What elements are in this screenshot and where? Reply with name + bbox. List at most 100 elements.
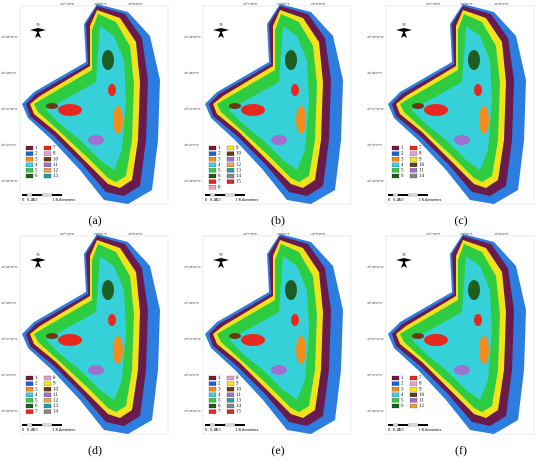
legend-label: 6: [401, 174, 404, 179]
scale-label: 0: [388, 427, 391, 432]
map: [385, 3, 535, 205]
legend-swatch: [226, 157, 235, 162]
scale-label: 0.25: [393, 197, 402, 202]
legend-swatch: [409, 375, 418, 381]
map-panel: N 20°7'30"E 20°8'0"E 20°8'30"E 45°48'30"N 45°…: [1, 232, 169, 457]
legend-label: 15: [236, 410, 242, 415]
legend-swatch: [208, 168, 217, 173]
legend-label: 11: [419, 169, 424, 174]
legend-swatch: [391, 403, 400, 409]
legend-swatch: [391, 173, 400, 179]
legend-label: 3: [401, 157, 404, 162]
legend-swatch: [226, 375, 235, 381]
map: [19, 3, 169, 205]
legend-swatch: [226, 151, 235, 156]
legend-label: 10: [53, 157, 59, 162]
legend-label: 3: [35, 157, 38, 162]
lat-label: 45°47'30"N: [1, 337, 18, 341]
legend-swatch: [43, 403, 52, 409]
legend-swatch: [226, 173, 235, 179]
lat-label: 45°46'30"N: [367, 409, 384, 413]
legend-swatch: [391, 162, 400, 167]
legend-swatch: [409, 398, 418, 403]
map: [202, 3, 352, 205]
legend-swatch: [226, 398, 235, 403]
legend-swatch: [25, 392, 34, 397]
lat-label: 45°47'0"N: [1, 143, 16, 147]
lat-label: 45°48'0"N: [184, 71, 199, 75]
legend-label: 9: [53, 382, 56, 387]
lat-label: 45°48'0"N: [367, 71, 382, 75]
legend-swatch: [25, 151, 34, 156]
legend-label: 11: [53, 393, 58, 398]
legend-swatch: [208, 409, 217, 414]
legend-label: 3: [35, 387, 38, 392]
panel-label: (b): [271, 213, 285, 227]
legend-swatch: [25, 162, 34, 167]
legend-label: 5: [218, 169, 221, 174]
legend-swatch: [409, 145, 418, 151]
legend-label: 9: [419, 387, 422, 392]
lat-label: 45°48'30"N: [184, 265, 201, 269]
lat-label: 45°48'30"N: [1, 265, 18, 269]
legend-label: 14: [419, 174, 425, 179]
legend-swatch: [409, 403, 418, 409]
legend-label: 1: [218, 146, 221, 151]
legend-swatch: [43, 168, 52, 173]
lat-label: 45°46'30"N: [1, 179, 18, 183]
legend-label: 13: [236, 399, 242, 404]
legend-label: 13: [53, 404, 59, 409]
legend-label: 2: [218, 382, 221, 387]
legend-label: 7: [218, 410, 221, 415]
legend-label: 6: [401, 404, 404, 409]
legend-label: 8: [218, 185, 221, 190]
legend-swatch: [409, 151, 418, 156]
map-panel: N 20°7'30"E 20°8'0"E 20°8'30"E 45°48'30"N 45°…: [367, 2, 535, 227]
scale-label: 1 Kilometers: [52, 197, 76, 202]
legend-label: 13: [236, 169, 242, 174]
legend-swatch: [226, 162, 235, 167]
lon-label: 20°8'30"E: [311, 232, 325, 236]
legend-label: 5: [35, 169, 38, 174]
legend-label: 1: [401, 146, 404, 151]
legend-label: 9: [236, 146, 239, 151]
legend-swatch: [226, 387, 235, 392]
legend-swatch: [391, 151, 400, 156]
scale-label: 1 Kilometers: [235, 197, 259, 202]
lat-label: 45°46'30"N: [367, 179, 384, 183]
lat-label: 45°48'30"N: [184, 35, 201, 39]
legend-swatch: [208, 162, 217, 167]
legend-swatch: [43, 157, 52, 162]
legend-swatch: [25, 409, 34, 414]
legend-swatch: [391, 392, 400, 397]
scale-label: 0.5: [32, 197, 38, 202]
lat-label: 45°48'0"N: [1, 71, 16, 75]
lat-label: 45°47'0"N: [1, 373, 16, 377]
legend-swatch: [43, 145, 52, 151]
legend-swatch: [43, 381, 52, 386]
lat-label: 45°47'0"N: [184, 373, 199, 377]
legend-swatch: [25, 375, 34, 381]
scale-label: 0.25: [27, 197, 36, 202]
scale-label: 1 Kilometers: [52, 427, 76, 432]
legend-label: 2: [401, 152, 404, 157]
legend-swatch: [208, 151, 217, 156]
map: [202, 233, 352, 435]
legend-label: 8: [236, 376, 239, 381]
lon-label: 20°8'30"E: [311, 2, 325, 6]
scale-label: 0: [388, 197, 391, 202]
lon-label: 20°8'0"E: [460, 232, 473, 236]
lat-label: 45°48'30"N: [1, 35, 18, 39]
lon-label: 20°7'30"E: [243, 232, 257, 236]
map-panel: N 20°7'30"E 20°8'0"E 20°8'30"E 45°48'30"N 45°…: [184, 232, 352, 457]
lat-label: 45°47'0"N: [367, 143, 382, 147]
lon-label: 20°8'0"E: [94, 2, 107, 6]
lon-label: 20°8'0"E: [277, 232, 290, 236]
scale-label: 0.5: [215, 197, 221, 202]
legend-swatch: [43, 392, 52, 397]
north-label: N: [36, 22, 40, 27]
legend-swatch: [409, 168, 418, 173]
legend-swatch: [226, 403, 235, 409]
lat-label: 45°47'0"N: [367, 373, 382, 377]
legend-label: 4: [35, 163, 38, 168]
